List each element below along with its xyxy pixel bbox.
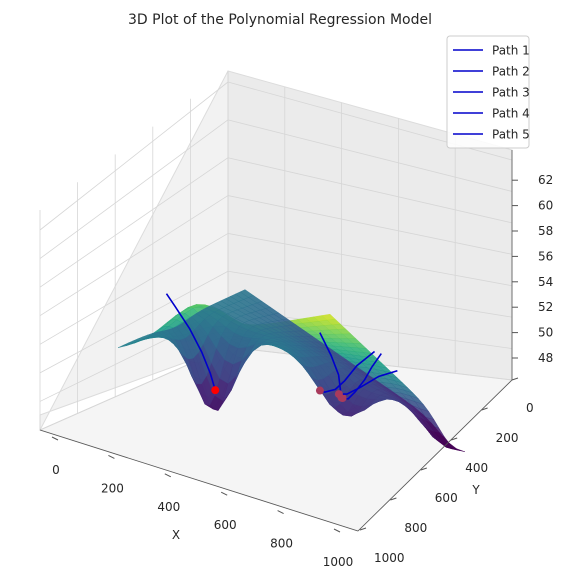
y-tick-mark: [511, 377, 519, 381]
y-tick-mark: [420, 467, 427, 471]
z-tick-label: 54: [538, 275, 553, 289]
legend-box: [446, 35, 530, 149]
z-tick-label: 56: [538, 249, 553, 263]
surface-patch: [239, 289, 254, 298]
x-tick-label: 200: [101, 481, 124, 495]
x-axis-label: X: [172, 528, 180, 542]
y-tick-label: 800: [404, 521, 427, 535]
series-line-3: [342, 353, 382, 400]
legend-label-1: Path 1: [492, 44, 530, 58]
series-end-point-1: [211, 386, 220, 395]
axis-ticks: 0 200 400 600 800 1000 0 200 400 600 800 1000 48 50 52…: [39, 150, 553, 569]
x-tick-label: 400: [157, 500, 180, 514]
legend-label-3: Path 3: [492, 86, 530, 100]
chart-title: 3D Plot of the Polynomial Regression Mod…: [128, 12, 432, 28]
x-tick-mark: [164, 473, 172, 478]
path-series: [165, 293, 398, 403]
y-tick-label: 400: [465, 461, 488, 475]
z-tick-label: 58: [538, 224, 553, 238]
series-end-point-5: [315, 386, 324, 395]
regression-surface: [117, 289, 466, 452]
y-tick-label: 600: [435, 491, 458, 505]
y-tick-label: 200: [496, 431, 519, 445]
y-tick-label: 0: [526, 401, 534, 415]
series-line-4: [338, 370, 398, 395]
y-tick-mark: [481, 407, 488, 411]
legend-label-2: Path 2: [492, 65, 530, 79]
surface-patch: [451, 448, 466, 452]
z-tick-label: 50: [538, 326, 553, 340]
series-end-point-4: [334, 390, 343, 399]
y-tick-mark: [451, 437, 458, 441]
x-tick-label: 600: [214, 518, 237, 532]
y-tick-label: 1000: [374, 551, 405, 565]
y-tick-mark: [359, 527, 367, 531]
x-tick-mark: [220, 491, 228, 496]
legend-label-5: Path 5: [492, 128, 530, 142]
y-axis-label: Y: [471, 483, 480, 497]
x-tick-mark: [277, 510, 284, 515]
x-tick-mark: [51, 436, 59, 441]
x-tick-mark: [108, 454, 115, 459]
legend: Path 1 Path 2 Path 3 Path 4 Path 5: [446, 35, 530, 149]
z-tick-label: 60: [538, 199, 553, 213]
x-tick-label: 1000: [323, 555, 354, 569]
z-tick-label: 48: [538, 351, 553, 365]
z-tick-label: 52: [538, 300, 553, 314]
series-line-5: [319, 350, 376, 394]
x-tick-mark: [333, 528, 341, 533]
legend-label-4: Path 4: [492, 107, 530, 121]
x-tick-label: 0: [52, 463, 60, 477]
z-tick-label: 62: [538, 173, 553, 187]
x-tick-label: 800: [270, 537, 293, 551]
y-tick-mark: [390, 497, 397, 501]
axes-panes: [38, 70, 514, 532]
series-line-1: [165, 293, 217, 391]
